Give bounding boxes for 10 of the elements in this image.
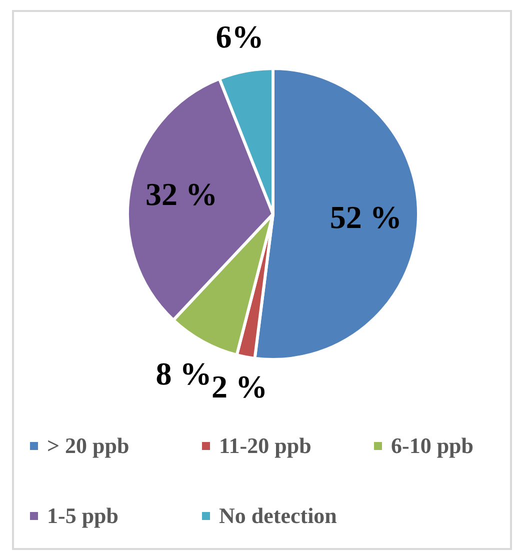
data-label: 2 % (212, 368, 268, 405)
legend-label: No detection (219, 503, 337, 528)
data-label: 8 % (156, 356, 212, 392)
legend-label: > 20 ppb (47, 433, 130, 458)
data-label: 52 % (330, 199, 402, 236)
data-label: 6% (216, 18, 264, 55)
legend-label: 6-10 ppb (391, 433, 474, 458)
legend-label: 1-5 ppb (47, 503, 119, 528)
data-label: 32 % (146, 176, 218, 212)
legend-label: 11-20 ppb (219, 433, 312, 458)
